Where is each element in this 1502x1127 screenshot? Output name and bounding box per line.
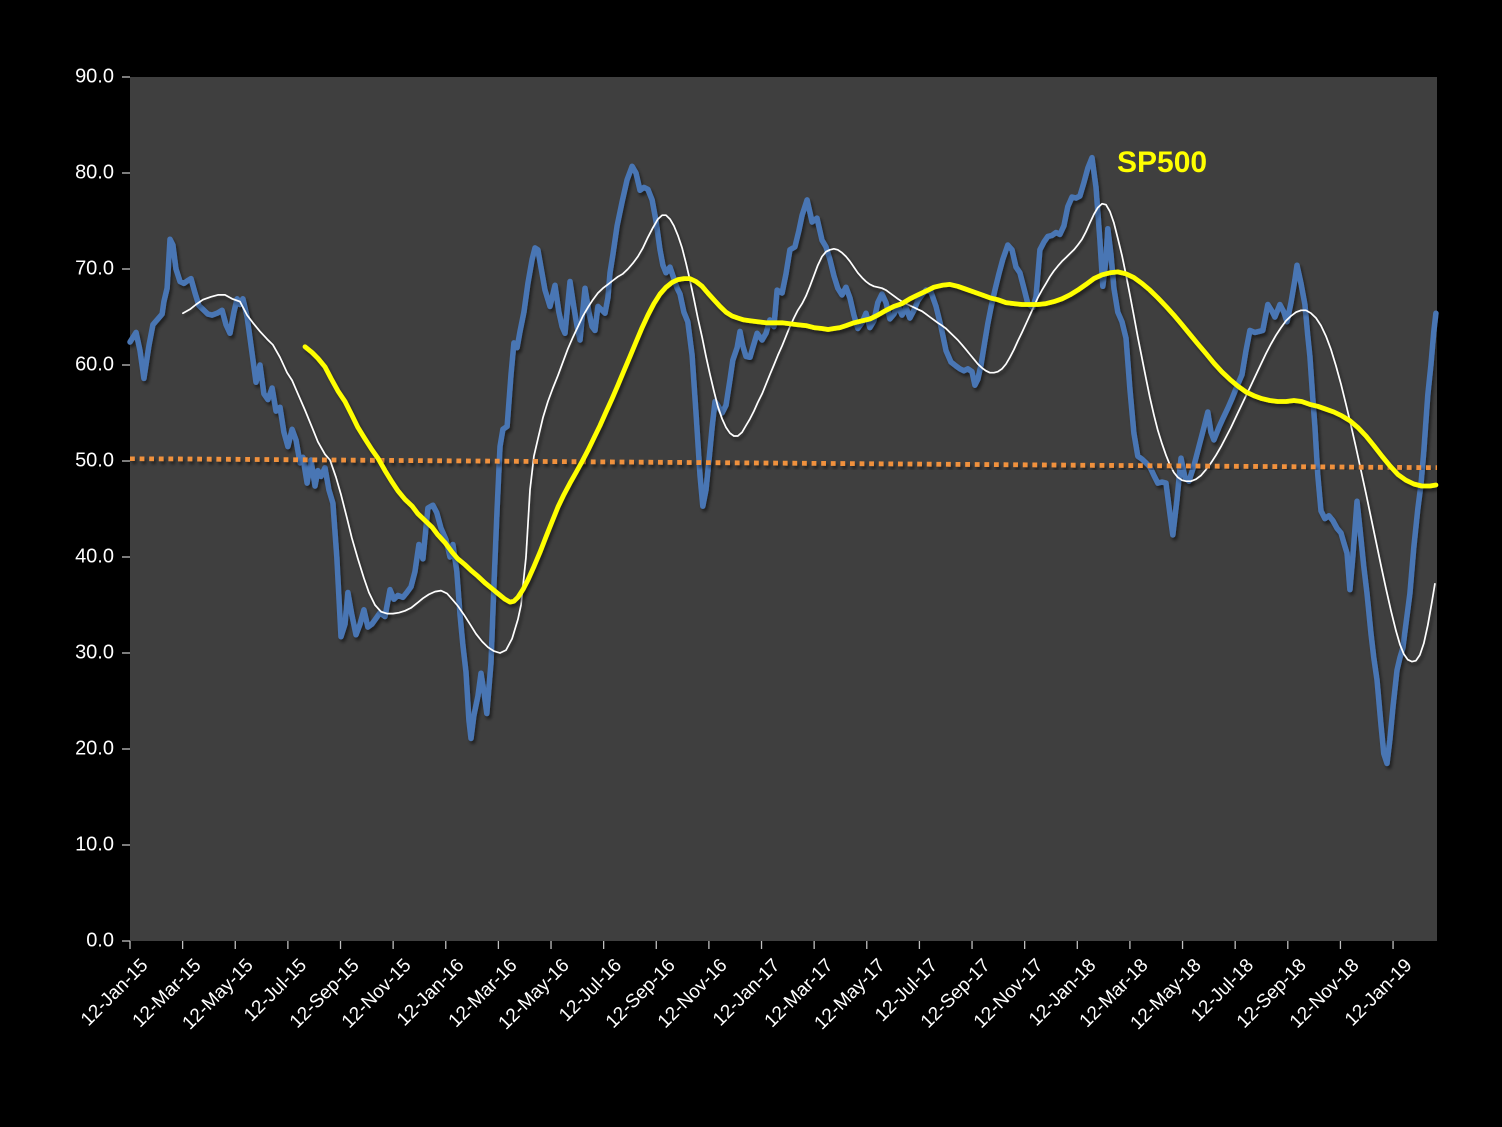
plot-area (130, 77, 1437, 941)
y-tick-label: 60.0 (75, 353, 114, 376)
y-tick-label: 30.0 (75, 641, 114, 664)
y-tick-label: 0.0 (86, 929, 114, 952)
y-tick-label: 40.0 (75, 545, 114, 568)
series-line-smoothed-indicator-white (182, 202, 1436, 663)
y-tick-label: 10.0 (75, 833, 114, 856)
y-tick-label: 90.0 (75, 65, 114, 88)
series-lines (127, 154, 1439, 767)
axis-ticks (122, 76, 1394, 949)
y-tick-label: 20.0 (75, 737, 114, 760)
trendline-50-level-dotted-trend (129, 456, 1438, 471)
y-tick-label: 70.0 (75, 257, 114, 280)
series-line-SP500 (302, 269, 1439, 605)
y-tick-label: 50.0 (75, 449, 114, 472)
y-tick-label: 80.0 (75, 161, 114, 184)
series-label-sp500: SP500 (1117, 146, 1208, 179)
